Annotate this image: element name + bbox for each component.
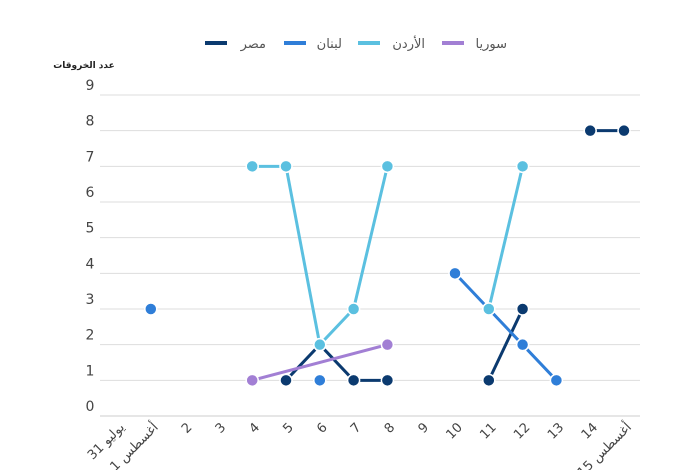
x-tick-label: 12 bbox=[511, 420, 533, 442]
data-point bbox=[482, 373, 496, 388]
legend-label: مصر bbox=[240, 37, 266, 52]
data-point bbox=[515, 159, 530, 174]
data-point bbox=[245, 373, 259, 388]
series-line bbox=[284, 343, 388, 382]
x-tick-label: 4 bbox=[247, 420, 263, 436]
data-point bbox=[515, 337, 530, 352]
gridlines bbox=[100, 94, 640, 417]
y-tick-label: 9 bbox=[86, 78, 95, 94]
x-tick-label: 13 bbox=[545, 420, 567, 442]
data-point bbox=[617, 123, 631, 138]
x-tick-label: 7 bbox=[348, 420, 364, 436]
x-tick-label: 6 bbox=[314, 420, 330, 436]
data-point bbox=[346, 302, 361, 316]
x-tick-label: 11 bbox=[477, 420, 499, 442]
legend-label: لبنان bbox=[317, 37, 342, 52]
data-point bbox=[380, 159, 395, 174]
y-tick-label: 0 bbox=[86, 399, 95, 415]
data-point bbox=[313, 337, 327, 352]
data-point bbox=[346, 373, 361, 388]
y-tick-label: 7 bbox=[86, 149, 95, 165]
series-markers bbox=[144, 123, 631, 388]
x-tick-label: 10 bbox=[444, 420, 466, 442]
series-line bbox=[252, 164, 389, 347]
data-point bbox=[549, 373, 564, 388]
x-tick-label: 3 bbox=[213, 420, 229, 436]
x-tick-label: 15 أغسطس bbox=[573, 419, 634, 470]
data-point bbox=[448, 266, 462, 281]
y-axis-title: عدد الخروقات bbox=[53, 61, 115, 71]
legend: مصر لبنان الأردن سوريا bbox=[205, 35, 507, 52]
x-tick-label: 8 bbox=[382, 420, 398, 436]
data-point bbox=[313, 373, 327, 388]
data-point bbox=[144, 302, 158, 316]
data-point bbox=[380, 337, 395, 352]
x-tick-label: 9 bbox=[416, 420, 432, 436]
y-tick-label: 6 bbox=[86, 185, 95, 201]
data-point bbox=[279, 373, 293, 388]
y-axis-ticks: 0 1 2 3 4 5 6 7 8 9 bbox=[86, 78, 95, 415]
data-point bbox=[482, 302, 496, 316]
y-tick-label: 1 bbox=[86, 363, 95, 379]
x-tick-label: 14 bbox=[579, 420, 601, 442]
x-tick-label: 2 bbox=[179, 420, 195, 436]
data-point bbox=[279, 159, 293, 174]
legend-label: سوريا bbox=[476, 37, 507, 52]
y-tick-label: 2 bbox=[86, 328, 95, 344]
y-tick-label: 3 bbox=[86, 292, 95, 308]
data-point bbox=[515, 302, 530, 316]
data-point bbox=[583, 123, 597, 138]
data-point bbox=[245, 159, 259, 174]
series-line bbox=[251, 343, 388, 382]
y-tick-label: 8 bbox=[86, 114, 95, 130]
series-line bbox=[487, 308, 524, 381]
y-tick-label: 5 bbox=[86, 221, 95, 237]
y-tick-label: 4 bbox=[86, 256, 95, 272]
series-lines bbox=[251, 129, 624, 382]
legend-label: الأردن bbox=[392, 35, 425, 52]
data-point bbox=[380, 373, 395, 388]
x-tick-label: 5 bbox=[280, 420, 296, 436]
series-line bbox=[487, 165, 525, 310]
series-line bbox=[453, 272, 558, 382]
